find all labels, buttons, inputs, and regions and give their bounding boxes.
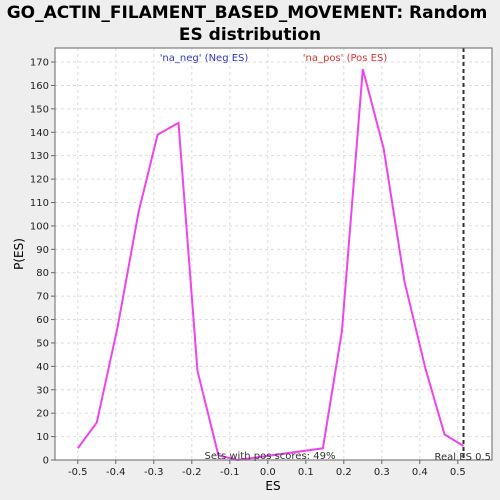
y-tick-label: 30 — [36, 385, 49, 396]
x-tick-label: 0.2 — [336, 467, 352, 478]
y-axis-ticks: 0 10 20 30 40 50 60 70 80 90 100 110 120 130 140 150 160… — [30, 58, 55, 467]
y-tick-label: 130 — [30, 151, 49, 162]
x-tick-label: 0.4 — [412, 467, 428, 478]
x-tick-label: -0.4 — [106, 467, 126, 478]
x-tick-label: 0.5 — [450, 467, 466, 478]
pos-es-label: 'na_pos' (Pos ES) — [303, 53, 388, 64]
y-tick-label: 150 — [30, 104, 49, 115]
y-tick-label: 170 — [30, 58, 49, 69]
pos-scores-label: Sets with pos scores: 49% — [205, 451, 336, 462]
grid-lines — [55, 48, 492, 461]
x-axis-label: ES — [265, 479, 280, 493]
y-tick-label: 80 — [36, 268, 49, 279]
chart-title-line-1: GO_ACTIN_FILAMENT_BASED_MOVEMENT: Random — [7, 3, 488, 23]
y-tick-label: 60 — [36, 315, 49, 326]
y-tick-label: 50 — [36, 338, 49, 349]
y-tick-label: 20 — [36, 409, 49, 420]
x-tick-label: -0.2 — [182, 467, 202, 478]
y-tick-label: 120 — [30, 175, 49, 186]
y-tick-label: 10 — [36, 432, 49, 443]
plot-area — [55, 48, 492, 460]
x-tick-label: 0.1 — [298, 467, 314, 478]
x-axis-ticks: -0.5 -0.4 -0.3 -0.2 -0.1 0.0 0.1 0.2 0.3 0.4 0.5 — [68, 460, 466, 478]
x-tick-label: -0.1 — [220, 467, 240, 478]
x-tick-label: 0.0 — [260, 467, 276, 478]
x-tick-label: 0.3 — [374, 467, 390, 478]
y-tick-label: 90 — [36, 245, 49, 256]
y-tick-label: 140 — [30, 128, 49, 139]
y-tick-label: 100 — [30, 221, 49, 232]
x-tick-label: -0.5 — [68, 467, 88, 478]
plot-frame — [54, 47, 493, 461]
y-tick-label: 0 — [43, 456, 49, 467]
chart-title-line-2: ES distribution — [179, 25, 321, 45]
real-es-label: Real ES 0.5 — [435, 452, 491, 463]
x-tick-label: -0.3 — [144, 467, 164, 478]
neg-es-label: 'na_neg' (Neg ES) — [160, 53, 249, 64]
y-tick-label: 110 — [30, 198, 49, 209]
y-tick-label: 160 — [30, 81, 49, 92]
y-tick-label: 40 — [36, 362, 49, 373]
y-axis-label: P(ES) — [12, 238, 26, 270]
y-tick-label: 70 — [36, 292, 49, 303]
